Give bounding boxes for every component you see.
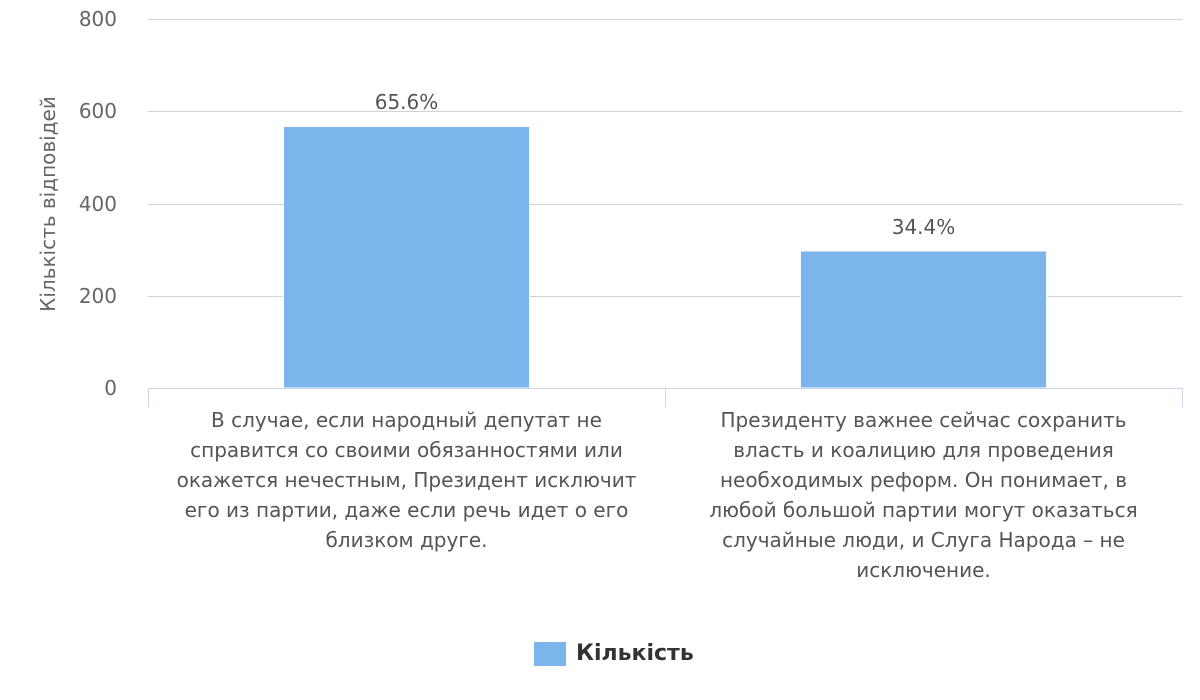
y-tick-label: 400	[78, 191, 117, 216]
legend-swatch	[534, 642, 566, 666]
x-category-label: В случае, если народный депутат не справ…	[176, 408, 637, 552]
y-tick-label: 600	[78, 99, 117, 124]
bar-category-1	[282, 125, 531, 389]
y-tick-label: 200	[78, 283, 117, 308]
y-tick-label: 0	[104, 376, 117, 400]
y-tick-label: 800	[78, 7, 117, 31]
x-axis	[148, 388, 1183, 407]
legend-item-series[interactable]: Кількість	[534, 642, 694, 666]
data-label: 65.6%	[374, 90, 439, 115]
data-label: 34.4%	[891, 215, 956, 239]
x-category-label: Президенту важнее сейчас сохранить власт…	[709, 408, 1138, 582]
legend-label: Кількість	[576, 641, 694, 666]
